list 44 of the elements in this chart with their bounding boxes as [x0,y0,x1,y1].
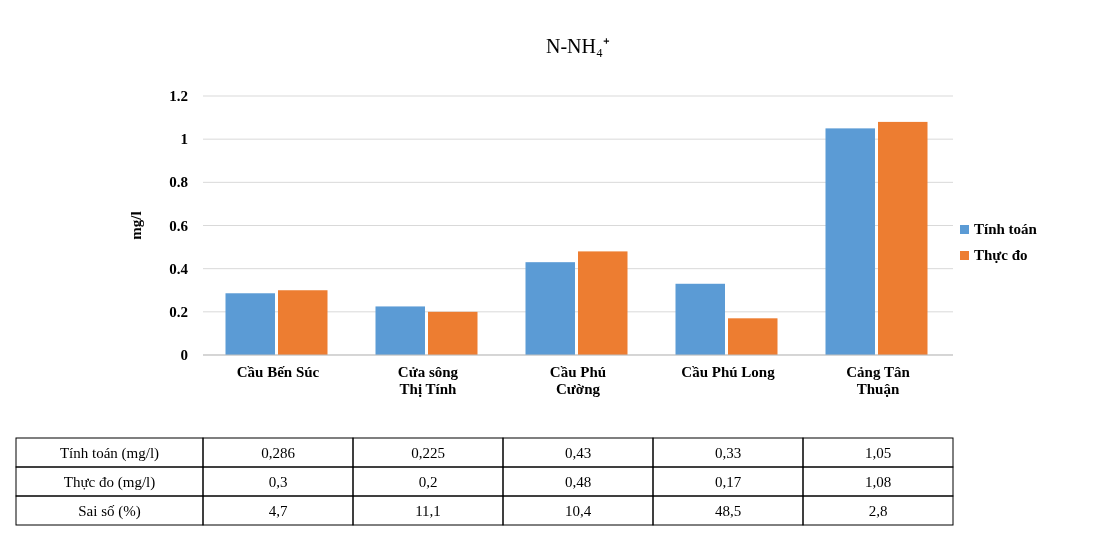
y-tick-label: 0.6 [169,217,189,234]
text: Tính toán (mg/l) [59,445,160,462]
data-label: 0,2 [418,474,438,490]
y-tick-label: 1.2 [169,88,188,104]
bar [728,318,778,355]
y-tick-label: 1 [180,131,188,148]
text: 11,1 [415,503,441,519]
data-label: 0,286 [261,445,296,461]
y-tick-label: 0.2 [169,303,188,320]
text: Thực đo (mg/l) [63,474,156,491]
bar [225,293,275,355]
bar [578,251,628,355]
y-tick-label: 0.8 [169,174,188,191]
text: Sai số (%) [78,503,141,520]
x-tick-label: Cảng Tân Thuận [846,364,911,397]
y-axis-title: mg/l [128,211,144,240]
data-label: 1,05 [864,445,892,461]
y-tick-label: 0 [180,347,188,363]
bar [878,121,928,355]
bar [278,290,328,355]
data-label: 0,3 [268,474,288,490]
legend-label: Tính toán [974,221,1038,237]
text: 10,4 [564,503,592,519]
x-tick-label: Cầu Phú Long [681,364,776,380]
bar [375,306,425,355]
text: 2,8 [868,503,888,519]
x-tick-label: Cầu Phú Cường [549,364,607,397]
y-tick-label: 0.4 [169,260,189,277]
bar [825,128,875,355]
legend-label: Thực đo [974,247,1028,263]
x-tick-label: Cầu Bến Súc [236,364,320,380]
data-label: 0,33 [714,445,742,461]
bar [675,283,725,355]
data-label: 1,08 [864,474,892,490]
x-tick-label: Cửa sông Thị Tính [397,364,459,397]
bar [525,262,575,355]
data-label: 0,17 [714,474,742,490]
chart-title: N-NH₄⁺ [546,35,610,57]
data-label: 0,48 [564,474,592,490]
data-label: 0,43 [564,445,592,461]
text: 48,5 [714,503,742,519]
bar [428,311,478,355]
text: 4,7 [268,503,288,519]
data-label: 0,225 [411,445,445,461]
